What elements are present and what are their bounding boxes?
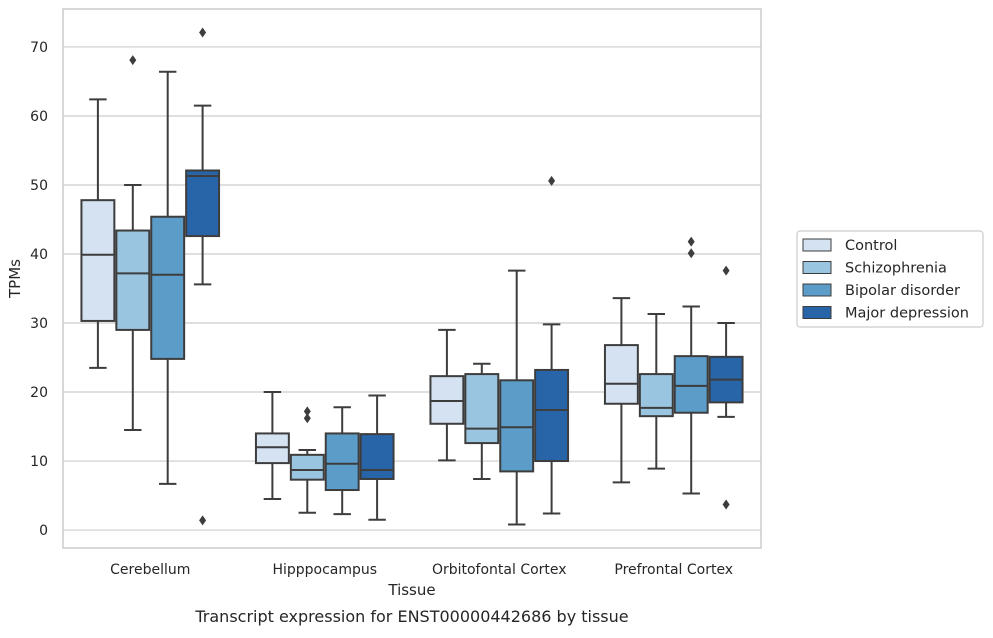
boxes [80,27,744,526]
outlier-point [687,248,695,259]
box-iqr [638,373,674,418]
y-tick-label: 50 [30,178,48,194]
box-iqr [289,453,325,481]
outlier-point [129,55,137,66]
box-schizophrenia [638,313,674,470]
box-schizophrenia [464,362,500,480]
legend-label: Bipolar disorder [845,283,960,299]
legend-item[interactable]: Bipolar disorder [802,283,960,299]
box-major-depression [534,175,570,515]
box-iqr [254,432,290,465]
outlier-point [548,175,556,186]
box-control [429,328,465,462]
box-iqr [115,229,151,331]
box-bipolar-disorder [324,406,360,516]
y-tick-label: 70 [30,40,48,56]
y-tick-label: 30 [30,316,48,332]
y-tick-label: 60 [30,109,48,125]
box-major-depression [359,394,395,521]
y-tick-label: 20 [30,385,48,401]
outlier-point [303,406,311,417]
box-bipolar-disorder [673,236,709,495]
outlier-point [687,236,695,247]
x-tick-labels: Cerebellum Hipppocampus Orbitofontal Corte… [110,562,733,578]
axes-frame [62,8,762,549]
box-control [603,297,639,484]
outlier-point [722,265,730,276]
legend-swatch [802,261,832,274]
x-tick-label: Orbitofontal Cortex [432,562,567,578]
box-iqr [499,379,535,473]
outlier-point [199,515,207,526]
outlier-point [303,413,311,424]
box-schizophrenia [289,406,325,514]
box-iqr [464,373,500,445]
box-major-depression [185,27,221,526]
y-tick-label: 0 [39,523,48,539]
box-iqr [603,344,639,405]
y-tick-label: 40 [30,247,48,263]
legend-label: Control [845,238,897,254]
box-iqr [185,169,221,238]
x-tick-label: Prefrontal Cortex [614,562,733,578]
chart-caption: Transcript expression for ENST0000044268… [194,607,628,626]
x-tick-label: Hipppocampus [272,562,377,578]
box-iqr [324,432,360,492]
legend-box [796,230,984,328]
box-iqr [359,433,395,480]
y-axis-label: TPMs [6,259,24,299]
box-bipolar-disorder [499,269,535,526]
outlier-point [199,27,207,38]
box-iqr [80,199,116,322]
box-major-depression [708,265,744,510]
legend-label: Schizophrenia [845,261,947,277]
legend-swatch [802,306,832,319]
legend-item[interactable]: Control [802,238,897,254]
box-bipolar-disorder [150,70,186,485]
legend-swatch [802,283,832,297]
y-tick-label: 10 [30,454,48,470]
legend[interactable]: Control Schizophrenia Bipolar disorder Majo… [796,230,984,328]
legend-swatch [802,238,832,252]
y-tick-labels: 0 10 20 30 40 50 60 70 [30,40,48,539]
box-schizophrenia [115,55,151,431]
x-tick-label: Cerebellum [110,562,190,578]
x-axis-label: Tissue [387,581,435,599]
box-iqr [150,215,186,360]
outlier-point [722,499,730,510]
box-iqr [534,368,570,463]
box-control [254,391,290,500]
legend-label: Major depression [845,306,969,322]
legend-item[interactable]: Major depression [802,306,969,322]
box-iqr [429,375,465,425]
legend-item[interactable]: Schizophrenia [802,261,947,277]
box-control [80,98,116,369]
box-iqr [673,355,709,414]
